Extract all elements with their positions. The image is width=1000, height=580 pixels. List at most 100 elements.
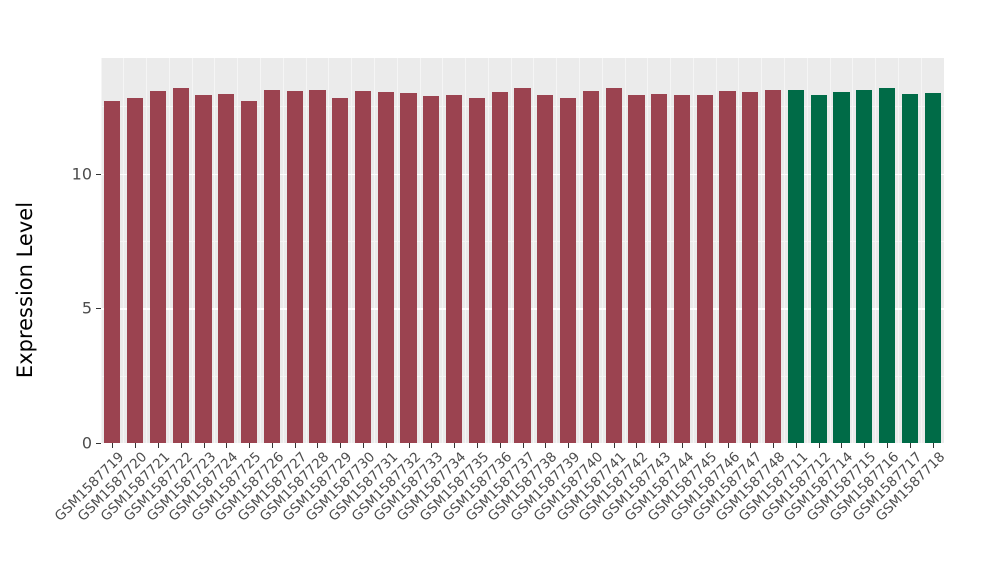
x-axis-tick-mark xyxy=(590,443,592,448)
x-axis-tick-mark xyxy=(135,443,137,448)
vertical-gridline xyxy=(920,58,922,443)
x-axis-tick-mark xyxy=(431,443,433,448)
bar xyxy=(149,90,167,443)
vertical-gridline xyxy=(624,58,626,443)
x-axis-tick-mark xyxy=(340,443,342,448)
x-axis-tick-mark xyxy=(545,443,547,448)
bar xyxy=(696,94,713,443)
bar xyxy=(218,93,235,443)
vertical-gridline xyxy=(260,58,261,443)
vertical-gridline xyxy=(214,58,216,443)
bar xyxy=(787,89,804,443)
bar xyxy=(628,95,645,443)
vertical-gridline xyxy=(510,58,512,443)
x-axis-tick-mark xyxy=(773,443,775,448)
x-axis-tick-mark xyxy=(271,443,273,448)
y-axis-tick-mark xyxy=(96,173,101,175)
x-axis-tick-mark xyxy=(818,443,820,448)
vertical-gridline xyxy=(761,58,763,443)
bar xyxy=(742,91,759,443)
vertical-gridline xyxy=(146,58,147,443)
y-axis-tick-labels: 0 5 10 xyxy=(56,0,92,580)
vertical-gridline xyxy=(465,58,466,443)
vertical-gridline xyxy=(806,58,808,443)
bar xyxy=(856,90,873,443)
y-axis-tick-mark xyxy=(96,443,101,444)
y-axis-title: Expression Level xyxy=(0,0,50,580)
vertical-gridline xyxy=(533,58,535,443)
y-axis-tick-label: 10 xyxy=(71,164,92,184)
bar xyxy=(878,88,896,443)
vertical-gridline xyxy=(328,58,330,443)
bar xyxy=(377,92,394,443)
bar xyxy=(491,91,508,443)
vertical-gridline xyxy=(556,58,558,443)
vertical-gridline xyxy=(442,58,444,443)
bar xyxy=(901,94,918,443)
x-axis-tick-mark xyxy=(681,443,683,448)
bar xyxy=(468,97,486,443)
vertical-gridline xyxy=(191,58,193,443)
vertical-gridline xyxy=(738,58,740,443)
x-axis-tick-mark xyxy=(795,443,797,448)
bar xyxy=(104,100,121,443)
x-axis-tick-mark xyxy=(887,443,889,448)
x-axis-tick-mark xyxy=(727,443,729,448)
bar xyxy=(195,95,212,443)
x-axis-tick-mark xyxy=(704,443,706,448)
y-axis-tick-mark xyxy=(96,308,101,310)
bar xyxy=(241,100,258,443)
x-axis-tick-mark xyxy=(454,443,456,448)
bar xyxy=(127,98,144,443)
x-axis-tick-mark xyxy=(317,443,319,448)
x-axis-tick-mark xyxy=(659,443,661,448)
y-axis-tick-label: 0 xyxy=(81,433,92,453)
bar xyxy=(309,89,326,443)
x-axis-tick-mark xyxy=(909,443,911,448)
vertical-gridline xyxy=(670,58,672,443)
vertical-gridline xyxy=(237,58,239,443)
x-axis-tick-mark xyxy=(864,443,866,448)
bar xyxy=(400,93,417,443)
bar xyxy=(446,94,463,443)
x-axis-tick-mark xyxy=(499,443,501,448)
bar xyxy=(605,88,622,443)
bar xyxy=(559,97,577,443)
vertical-gridline xyxy=(351,58,353,443)
vertical-gridline xyxy=(601,58,603,443)
x-axis-tick-mark xyxy=(568,443,570,448)
vertical-gridline xyxy=(715,58,717,443)
x-axis-tick-mark xyxy=(203,443,205,448)
bar xyxy=(924,93,941,443)
x-axis-tick-mark xyxy=(294,443,296,448)
bar xyxy=(673,95,691,443)
bar xyxy=(423,95,440,443)
x-axis-tick-mark xyxy=(522,443,524,448)
vertical-gridline xyxy=(784,58,785,443)
bar xyxy=(172,87,189,443)
bar xyxy=(582,91,599,443)
vertical-gridline xyxy=(123,58,125,443)
x-axis-tick-labels: GSM1587719 GSM1587720 GSM1587721 GSM1587722… xyxy=(52,449,948,574)
vertical-gridline xyxy=(692,58,694,443)
vertical-gridline xyxy=(487,58,489,443)
bar xyxy=(514,88,531,443)
vertical-gridline xyxy=(875,58,877,443)
x-axis-tick-mark xyxy=(385,443,387,448)
bar xyxy=(810,94,827,443)
x-axis-tick-mark xyxy=(476,443,478,448)
y-axis-title-text: Expression Level xyxy=(13,201,37,379)
bar xyxy=(719,91,736,443)
bar xyxy=(286,90,303,443)
vertical-gridline xyxy=(897,58,899,443)
vertical-gridline xyxy=(419,58,421,443)
vertical-gridline xyxy=(282,58,284,443)
bar xyxy=(354,90,372,443)
vertical-gridline xyxy=(829,58,831,443)
vertical-gridline xyxy=(305,58,307,443)
bar xyxy=(651,93,668,443)
vertical-gridline xyxy=(579,58,580,443)
x-axis-tick-mark xyxy=(157,443,159,448)
x-axis-tick-marks xyxy=(101,443,944,449)
